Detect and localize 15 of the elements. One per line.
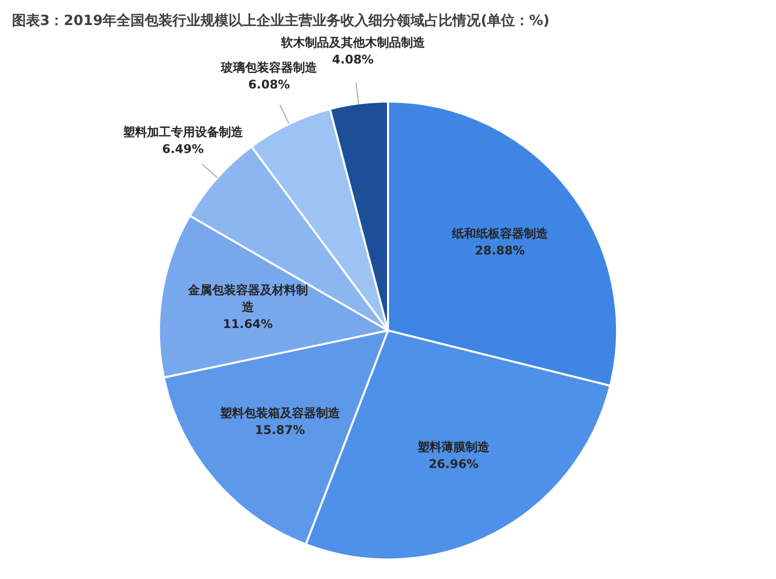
data-label: 6.49%: [162, 142, 204, 156]
data-label: 11.64%: [222, 317, 273, 332]
chart-title: 图表3：2019年全国包装行业规模以上企业主营业务收入细分领域占比情况(单位：%): [11, 12, 551, 31]
slice-label: 纸和纸板容器制造: [450, 226, 549, 241]
data-label: 28.88%: [474, 244, 525, 258]
data-label: 4.08%: [332, 52, 374, 67]
slice-label: 塑料薄膜制造: [416, 440, 491, 454]
slice-label: 塑料加工专用设备制造: [122, 125, 244, 140]
slice-label: 金属包装容器及材料制造: [186, 283, 308, 314]
data-label: 15.87%: [254, 423, 305, 438]
slice-label: 软木制品及其他木制品制造: [280, 36, 426, 50]
data-label: 26.96%: [428, 457, 479, 472]
data-label: 6.08%: [248, 77, 290, 92]
slice-label: 玻璃包装容器制造: [220, 60, 318, 74]
slice-label: 塑料包装箱及容器制造: [218, 406, 341, 420]
